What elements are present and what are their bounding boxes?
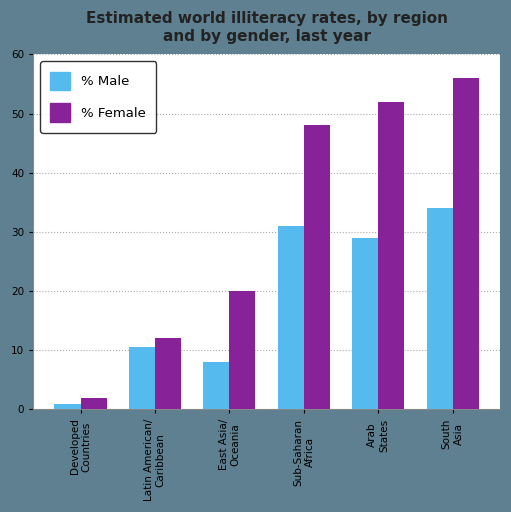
Bar	[278, 226, 304, 410]
Bar	[304, 125, 330, 410]
Bar	[352, 238, 378, 410]
Title: Estimated world illiteracy rates, by region
and by gender, last year: Estimated world illiteracy rates, by reg…	[85, 11, 448, 44]
Bar	[55, 403, 81, 410]
Bar	[229, 291, 256, 410]
Legend: % Male, % Female: % Male, % Female	[40, 61, 156, 133]
Bar	[427, 208, 453, 410]
Bar	[155, 338, 181, 410]
Bar	[81, 398, 107, 410]
Bar	[129, 347, 155, 410]
Bar	[203, 362, 229, 410]
Bar	[378, 102, 404, 410]
Bar	[453, 78, 479, 410]
